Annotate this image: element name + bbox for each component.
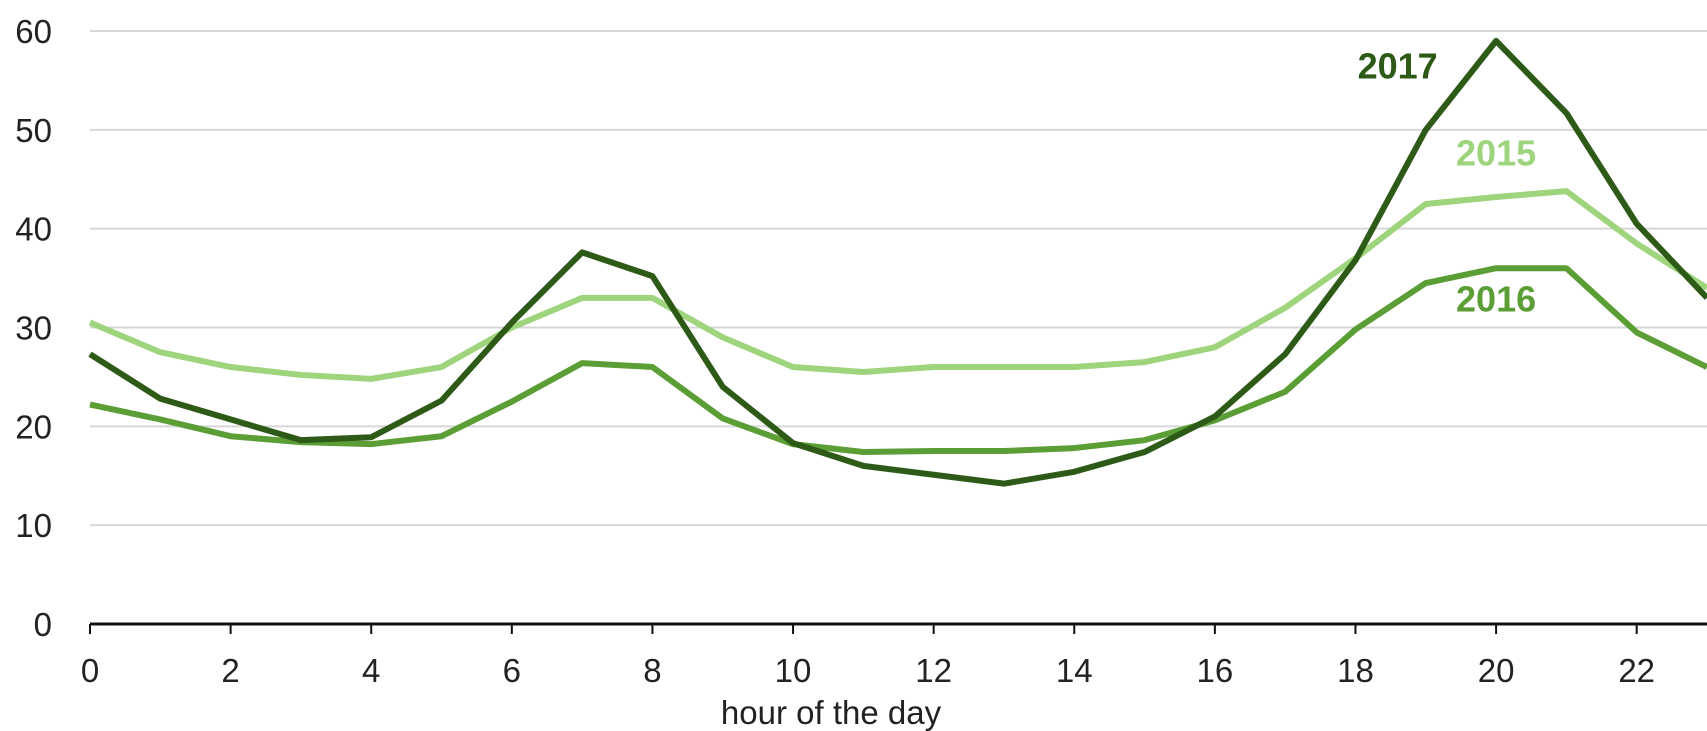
y-tick-label: 30 <box>15 310 52 347</box>
series-line-2017 <box>88 37 1707 487</box>
x-tick-label: 6 <box>503 652 521 689</box>
series-label-2017: 2017 <box>1358 45 1438 86</box>
series-annotations: 2017 2015 2016 <box>1358 45 1537 319</box>
x-axis-tick-labels: 0 2 4 6 8 10 12 14 16 18 20 22 <box>81 652 1655 689</box>
x-tick-label: 22 <box>1618 652 1655 689</box>
x-tick-label: 14 <box>1056 652 1093 689</box>
x-tick-label: 20 <box>1478 652 1515 689</box>
x-tick-label: 2 <box>221 652 239 689</box>
series-line-2016 <box>89 265 1707 456</box>
x-tick-label: 4 <box>362 652 380 689</box>
x-tick-label: 12 <box>915 652 952 689</box>
y-tick-label: 40 <box>15 211 52 248</box>
x-axis <box>89 622 1707 634</box>
series-label-2015: 2015 <box>1456 132 1536 173</box>
x-tick-label: 10 <box>775 652 812 689</box>
y-axis-tick-labels: 0 10 20 30 40 50 60 <box>15 13 52 643</box>
x-axis-title: hour of the day <box>721 694 942 731</box>
gridlines <box>90 30 1707 527</box>
series-label-2016: 2016 <box>1456 279 1536 320</box>
series-line-2015 <box>88 188 1707 382</box>
x-tick-label: 16 <box>1197 652 1234 689</box>
x-tick-label: 8 <box>643 652 661 689</box>
y-tick-label: 50 <box>15 112 52 149</box>
x-tick-label: 0 <box>81 652 99 689</box>
y-tick-label: 60 <box>15 13 52 50</box>
y-tick-label: 10 <box>15 507 52 544</box>
series-lines <box>88 37 1707 487</box>
x-tick-label: 18 <box>1337 652 1374 689</box>
y-tick-label: 20 <box>15 408 52 445</box>
y-tick-label: 0 <box>34 606 52 643</box>
